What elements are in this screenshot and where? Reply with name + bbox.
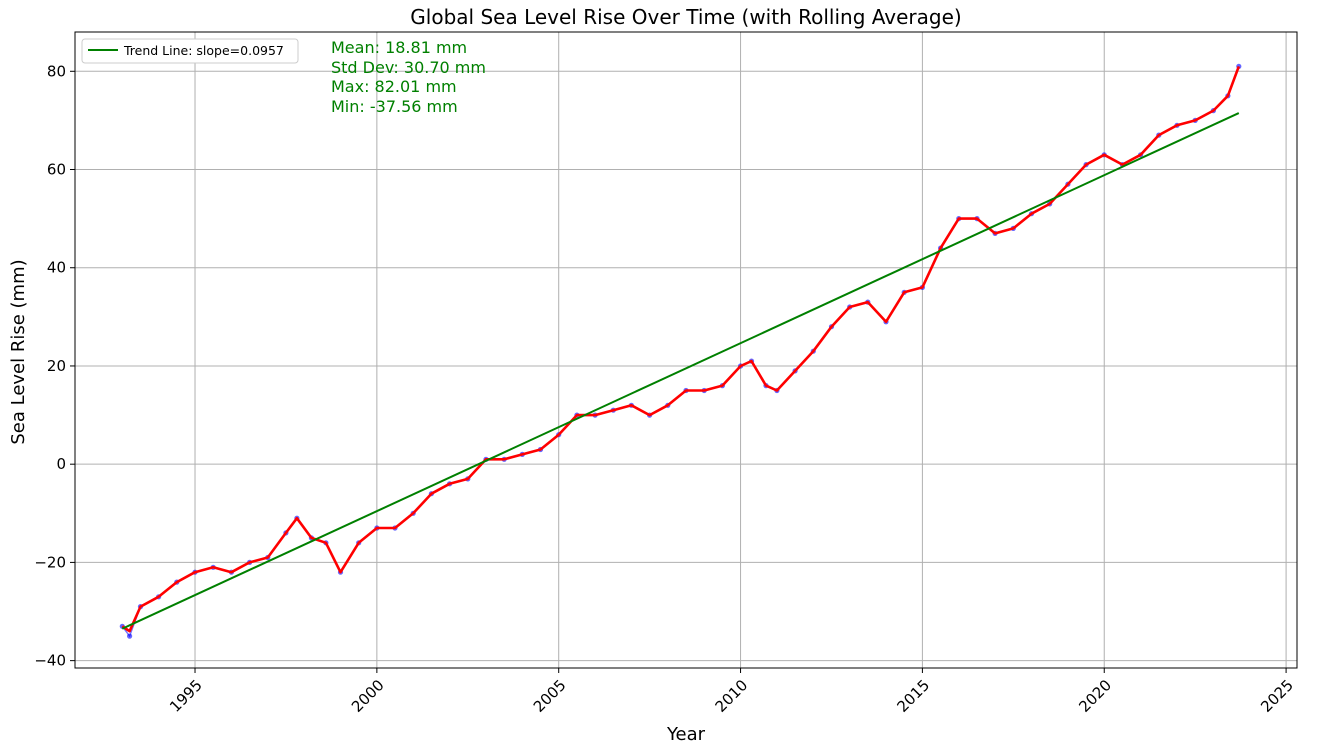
x-tick-label: 2010 <box>712 676 752 716</box>
raw-point <box>127 633 133 639</box>
y-tick-label: −20 <box>34 553 66 571</box>
x-tick-label: 1995 <box>166 676 206 716</box>
x-tick-label: 2000 <box>348 676 388 716</box>
rolling-average-line <box>121 65 1241 633</box>
y-tick-label: −40 <box>34 652 66 670</box>
y-tick-label: 20 <box>47 357 66 375</box>
x-tick-label: 2005 <box>530 676 570 716</box>
stats-box: Mean: 18.81 mm Std Dev: 30.70 mm Max: 82… <box>331 38 486 116</box>
legend: Trend Line: slope=0.0957 <box>81 38 299 64</box>
legend-box <box>81 38 299 64</box>
plot-frame <box>74 31 1298 669</box>
stat-mean: Mean: 18.81 mm <box>331 38 467 57</box>
legend-label: Trend Line: slope=0.0957 <box>123 43 284 58</box>
y-axis-label: Sea Level Rise (mm) <box>8 259 29 444</box>
y-tick-label: 40 <box>47 259 66 277</box>
x-tick-label: 2020 <box>1075 676 1115 716</box>
series-layer <box>119 63 1242 639</box>
x-tick-label: 2025 <box>1257 676 1297 716</box>
chart-title: Global Sea Level Rise Over Time (with Ro… <box>410 5 961 29</box>
trend-line <box>121 112 1240 630</box>
x-tick-label: 2015 <box>893 676 933 716</box>
stat-min: Min: -37.56 mm <box>331 97 458 116</box>
stat-std: Std Dev: 30.70 mm <box>331 58 486 77</box>
y-tick-label: 60 <box>47 161 66 179</box>
y-tick-label: 80 <box>47 62 66 80</box>
x-axis-ticks: 1995 2000 2005 2010 2015 2020 2025 <box>166 668 1297 716</box>
stat-max: Max: 82.01 mm <box>331 77 457 96</box>
y-axis-ticks: −40 −20 0 20 40 60 80 <box>34 62 75 670</box>
x-axis-label: Year <box>666 724 706 745</box>
grid <box>75 32 1297 668</box>
y-tick-label: 0 <box>56 455 66 473</box>
